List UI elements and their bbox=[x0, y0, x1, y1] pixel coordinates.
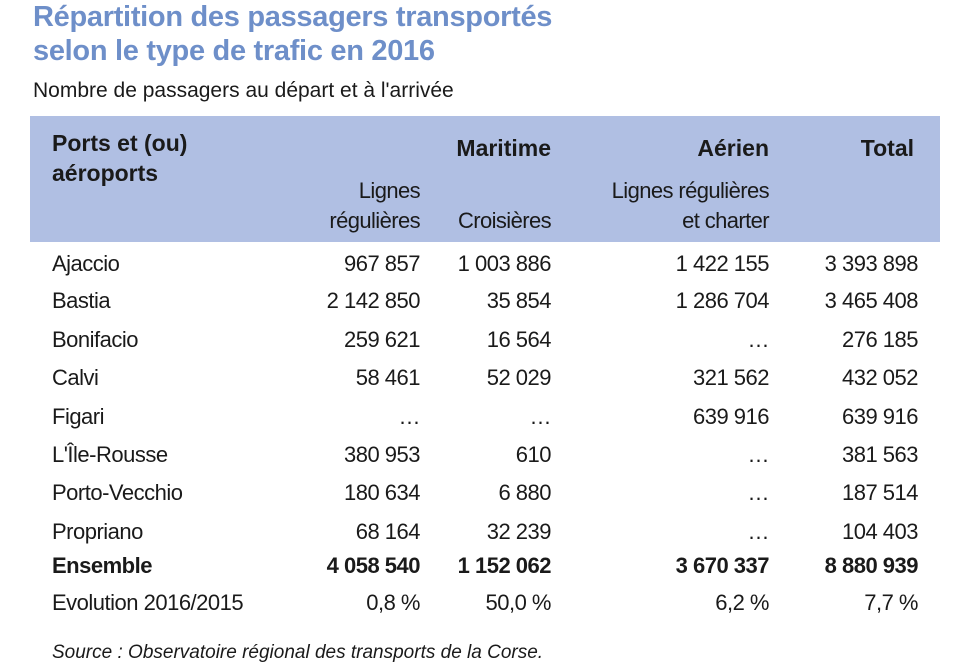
cell-total: 187 514 bbox=[841, 480, 919, 505]
cell-aerien: … bbox=[747, 519, 770, 544]
table-row: L'Île-Rousse 380 953 610 … 381 563 bbox=[0, 437, 960, 473]
row-label: Bonifacio bbox=[52, 327, 139, 352]
cell-aerien: … bbox=[747, 480, 770, 505]
row-label: Propriano bbox=[52, 519, 143, 544]
table-row: Figari … … 639 916 639 916 bbox=[0, 399, 960, 435]
cell-aerien: 321 562 bbox=[692, 365, 770, 390]
table-row: Ajaccio 967 857 1 003 886 1 422 155 3 393 89… bbox=[0, 246, 960, 282]
title-line-2: selon le type de trafic en 2016 bbox=[33, 35, 435, 67]
cell-total: 3 465 408 bbox=[824, 288, 919, 313]
cell-croisieres: 32 239 bbox=[486, 519, 552, 544]
table-row: Evolution 2016/2015 0,8 % 50,0 % 6,2 % 7,7 % bbox=[0, 585, 960, 621]
source-note: Source : Observatoire régional des trans… bbox=[52, 642, 544, 663]
header-aerien-sub: Lignes régulières et charter bbox=[611, 178, 770, 233]
cell-croisieres: 1 152 062 bbox=[457, 553, 552, 578]
header-croisieres: Croisières bbox=[457, 208, 552, 233]
title-line-1: Répartition des passagers transportés bbox=[33, 1, 553, 33]
cell-aerien: 3 670 337 bbox=[675, 553, 770, 578]
cell-croisieres: 52 029 bbox=[486, 365, 552, 390]
header-lignes-regulieres: Lignes régulières bbox=[329, 178, 420, 233]
cell-croisieres: 35 854 bbox=[486, 288, 552, 313]
cell-croisieres: 610 bbox=[515, 442, 552, 467]
table-row: Bastia 2 142 850 35 854 1 286 704 3 465 408 bbox=[0, 283, 960, 319]
table-row: Ensemble 4 058 540 1 152 062 3 670 337 8 880… bbox=[0, 548, 960, 584]
header-aerien: Aérien bbox=[697, 135, 769, 161]
cell-lignes-regulieres: 0,8 % bbox=[366, 590, 420, 615]
cell-lignes-regulieres: 259 621 bbox=[343, 327, 421, 352]
cell-croisieres: 1 003 886 bbox=[457, 251, 552, 276]
cell-lignes-regulieres: 68 164 bbox=[355, 519, 421, 544]
table-subtitle: Nombre de passagers au départ et à l'arr… bbox=[33, 79, 454, 102]
cell-lignes-regulieres: 2 142 850 bbox=[326, 288, 421, 313]
cell-total: 276 185 bbox=[841, 327, 919, 352]
table-row: Bonifacio 259 621 16 564 … 276 185 bbox=[0, 322, 960, 358]
cell-croisieres: 16 564 bbox=[486, 327, 552, 352]
cell-lignes-regulieres: 180 634 bbox=[343, 480, 421, 505]
row-label: Bastia bbox=[52, 288, 111, 313]
cell-lignes-regulieres: 967 857 bbox=[343, 251, 421, 276]
cell-aerien: 1 422 155 bbox=[675, 251, 770, 276]
cell-total: 381 563 bbox=[841, 442, 919, 467]
cell-aerien: … bbox=[747, 327, 770, 352]
table-header bbox=[30, 116, 940, 242]
row-label: Calvi bbox=[52, 365, 99, 390]
table-row: Propriano 68 164 32 239 … 104 403 bbox=[0, 514, 960, 550]
cell-croisieres: 50,0 % bbox=[485, 590, 552, 615]
cell-aerien: … bbox=[747, 442, 770, 467]
cell-lignes-regulieres: 4 058 540 bbox=[326, 553, 421, 578]
table-row: Porto-Vecchio 180 634 6 880 … 187 514 bbox=[0, 475, 960, 511]
row-label: Figari bbox=[52, 404, 105, 429]
row-label: Evolution 2016/2015 bbox=[52, 590, 244, 615]
cell-aerien: 6,2 % bbox=[715, 590, 769, 615]
header-maritime: Maritime bbox=[456, 135, 551, 161]
cell-croisieres: 6 880 bbox=[498, 480, 551, 505]
row-label: Porto-Vecchio bbox=[52, 480, 183, 505]
cell-croisieres: … bbox=[529, 404, 552, 429]
cell-total: 3 393 898 bbox=[824, 251, 919, 276]
table-title: Répartition des passagers transportés sel… bbox=[33, 0, 552, 68]
cell-total: 7,7 % bbox=[864, 590, 918, 615]
row-label: L'Île-Rousse bbox=[52, 442, 168, 467]
cell-total: 104 403 bbox=[841, 519, 919, 544]
row-label: Ajaccio bbox=[52, 251, 120, 276]
row-label: Ensemble bbox=[52, 553, 152, 578]
cell-total: 432 052 bbox=[841, 365, 919, 390]
cell-aerien: 1 286 704 bbox=[675, 288, 770, 313]
cell-total: 8 880 939 bbox=[824, 553, 919, 578]
table-row: Calvi 58 461 52 029 321 562 432 052 bbox=[0, 360, 960, 396]
cell-total: 639 916 bbox=[841, 404, 919, 429]
header-total: Total bbox=[860, 135, 914, 161]
cell-lignes-regulieres: … bbox=[398, 404, 421, 429]
cell-lignes-regulieres: 58 461 bbox=[355, 365, 421, 390]
cell-lignes-regulieres: 380 953 bbox=[343, 442, 421, 467]
cell-aerien: 639 916 bbox=[692, 404, 770, 429]
header-ports: Ports et (ou) aéroports bbox=[52, 130, 188, 186]
